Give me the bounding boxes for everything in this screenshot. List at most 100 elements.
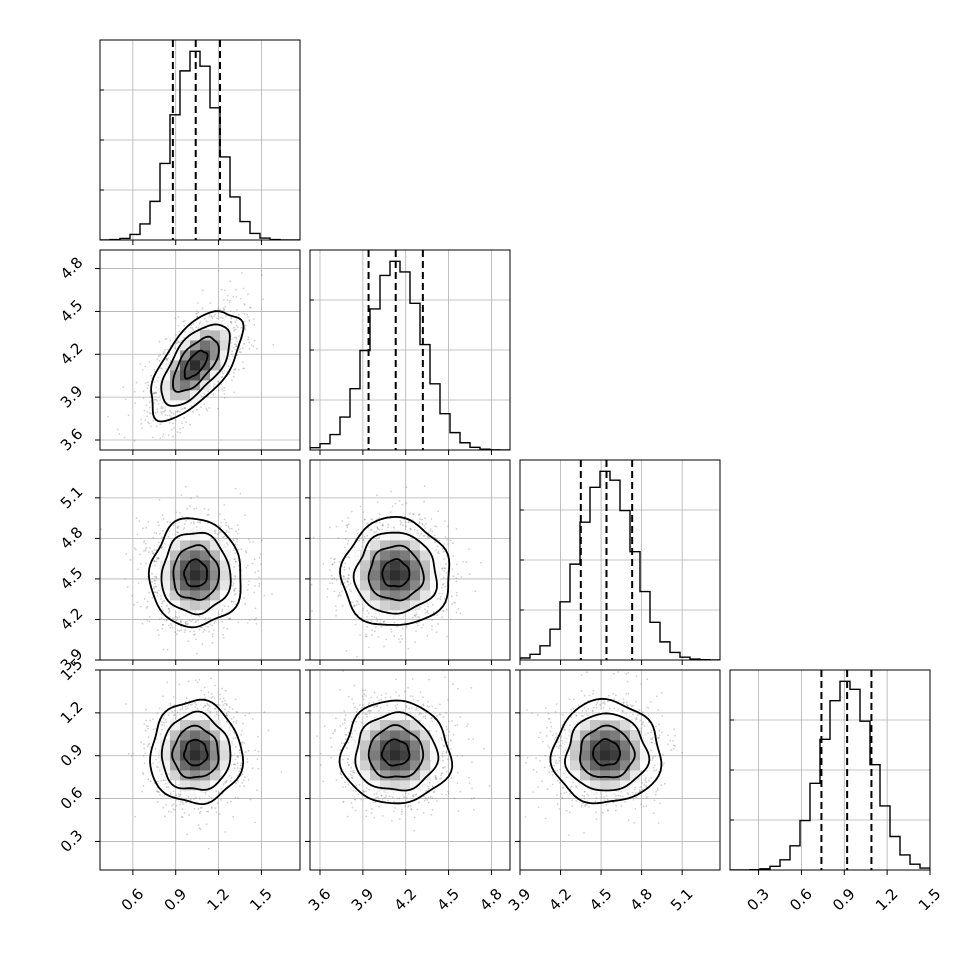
scatter-point: [153, 560, 156, 563]
scatter-point: [246, 313, 249, 316]
scatter-point: [148, 361, 151, 363]
scatter-point: [185, 421, 188, 423]
density-cell: [200, 580, 211, 591]
scatter-point: [171, 626, 174, 629]
scatter-point: [452, 542, 454, 545]
scatter-point: [233, 343, 236, 346]
scatter-point: [151, 550, 154, 553]
scatter-point: [358, 588, 361, 590]
scatter-point: [161, 413, 164, 415]
scatter-point: [389, 511, 392, 514]
scatter-point: [148, 620, 151, 623]
scatter-point: [133, 439, 136, 442]
density-cell: [390, 590, 401, 601]
scatter-point: [428, 536, 430, 539]
scatter-point: [444, 567, 446, 570]
scatter-point: [361, 545, 363, 548]
scatter-point: [229, 617, 232, 620]
density-cell: [180, 560, 191, 571]
scatter-point: [211, 316, 214, 318]
scatter-point: [234, 321, 237, 323]
scatter-point: [226, 542, 228, 545]
scatter-point: [232, 549, 235, 552]
scatter-point: [156, 399, 159, 402]
panel-frame: [99, 459, 301, 661]
scatter-point: [217, 536, 220, 539]
scatter-point: [341, 520, 344, 522]
scatter-point: [176, 616, 179, 619]
scatter-point: [148, 616, 151, 618]
scatter-point: [162, 352, 165, 355]
scatter-point: [203, 323, 206, 326]
scatter-point: [219, 531, 222, 533]
scatter-point: [229, 280, 232, 283]
scatter-point: [153, 560, 156, 563]
scatter-point: [194, 610, 197, 613]
scatter-point: [199, 520, 202, 523]
scatter-point: [221, 370, 224, 373]
scatter-point: [450, 595, 453, 598]
scatter-point: [154, 575, 156, 578]
scatter-point: [221, 540, 224, 542]
scatter-point: [187, 704, 190, 706]
scatter-point: [199, 321, 202, 323]
scatter-point: [223, 393, 226, 395]
scatter-point: [218, 317, 221, 320]
scatter-point: [161, 546, 164, 548]
scatter-point: [378, 613, 381, 616]
scatter-point: [157, 634, 160, 636]
scatter-point: [223, 504, 226, 506]
scatter-point: [229, 780, 232, 782]
scatter-point: [196, 495, 199, 498]
scatter-point: [176, 431, 179, 433]
scatter-point: [220, 383, 223, 385]
scatter-point: [189, 630, 192, 633]
scatter-point: [254, 607, 257, 610]
scatter-point: [400, 521, 403, 524]
density-cell: [180, 360, 191, 371]
scatter-point: [235, 782, 238, 785]
scatter-point: [199, 521, 202, 524]
scatter-point: [418, 522, 421, 525]
scatter-point: [253, 591, 256, 594]
panel-2-2: [519, 459, 721, 665]
y-tick-label: 4.5: [57, 564, 87, 594]
scatter-point: [179, 621, 182, 623]
scatter-point: [407, 647, 410, 650]
scatter-point: [207, 625, 209, 628]
scatter-point: [175, 342, 178, 345]
scatter-point: [208, 407, 211, 409]
scatter-point: [376, 619, 379, 622]
scatter-point: [204, 792, 207, 795]
scatter-point: [138, 520, 141, 523]
scatter-point: [366, 609, 369, 612]
scatter-point: [375, 531, 378, 533]
density-cell: [350, 570, 361, 581]
scatter-point: [143, 540, 146, 542]
density-cell: [220, 560, 231, 571]
contour-0: [183, 349, 209, 380]
scatter-point: [209, 302, 212, 304]
scatter-point: [377, 538, 380, 540]
scatter-point: [370, 528, 373, 531]
density-cell: [200, 330, 211, 341]
density-cell: [380, 570, 391, 581]
scatter-point: [168, 624, 170, 627]
scatter-point: [195, 408, 198, 411]
scatter-point: [177, 531, 179, 533]
scatter-point: [221, 328, 224, 331]
scatter-point: [235, 538, 238, 540]
scatter-point: [203, 628, 205, 631]
density-cell: [180, 540, 191, 551]
scatter-point: [230, 600, 233, 603]
scatter-point: [155, 398, 158, 401]
scatter-point: [233, 589, 236, 592]
y-tick-label: 5.1: [57, 483, 87, 513]
scatter-point: [165, 337, 168, 340]
scatter-point: [254, 585, 256, 587]
scatter-point: [230, 320, 233, 323]
scatter-point: [347, 523, 350, 526]
scatter-point: [237, 621, 240, 624]
density-cell: [180, 350, 191, 361]
scatter-point: [370, 634, 373, 637]
